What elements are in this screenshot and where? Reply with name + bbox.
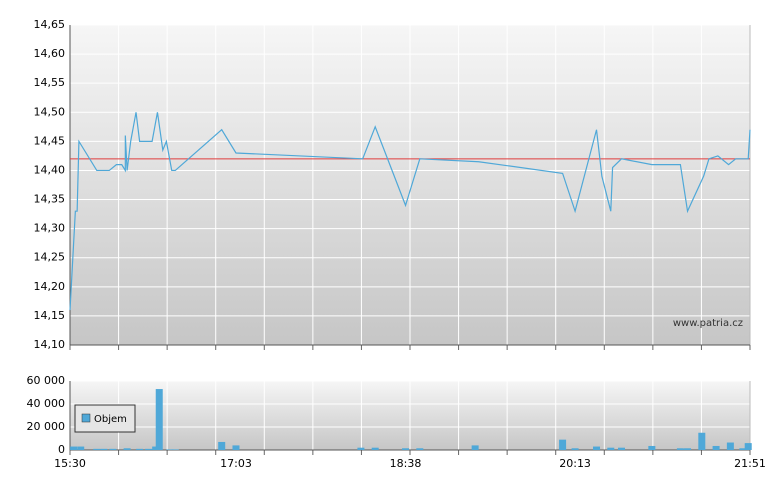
volume-bar <box>371 447 379 450</box>
volume-bar <box>70 446 78 450</box>
volume-bar <box>676 448 684 450</box>
y-tick-label: 14,15 <box>34 309 66 322</box>
volume-bar <box>739 448 747 450</box>
volume-bar <box>684 448 692 450</box>
volume-bar <box>471 445 479 450</box>
y-tick-label: 60 000 <box>27 374 66 387</box>
legend-label: Objem <box>94 414 127 425</box>
y-tick-label: 14,45 <box>34 134 66 147</box>
x-tick-label: 21:51 <box>734 457 766 470</box>
volume-bar <box>109 448 117 450</box>
x-tick-label: 18:38 <box>390 457 422 470</box>
volume-bar <box>607 447 615 450</box>
volume-bar <box>698 432 706 450</box>
volume-bar <box>593 446 601 450</box>
volume-bar <box>232 445 240 450</box>
volume-bar <box>152 446 160 450</box>
x-tick-label: 17:03 <box>220 457 252 470</box>
volume-bar <box>559 439 567 450</box>
x-tick-label: 20:13 <box>559 457 591 470</box>
volume-bar <box>123 448 131 450</box>
price-line <box>69 112 751 311</box>
volume-bar <box>155 389 163 450</box>
volume-bar <box>93 448 101 450</box>
y-tick-label: 14,60 <box>34 47 66 60</box>
volume-bar <box>402 448 410 450</box>
y-tick-label: 40 000 <box>27 397 66 410</box>
y-tick-label: 14,10 <box>34 338 66 351</box>
volume-bar <box>712 445 720 450</box>
volume-bar <box>171 449 179 450</box>
legend-swatch <box>81 413 91 423</box>
y-tick-label: 20 000 <box>27 420 66 433</box>
volume-bar <box>617 447 625 450</box>
y-tick-label: 14,25 <box>34 251 66 264</box>
volume-bar <box>100 448 108 450</box>
x-tick-label: 15:30 <box>54 457 86 470</box>
y-tick-label: 14,40 <box>34 163 66 176</box>
volume-bar <box>218 441 226 450</box>
y-tick-label: 14,20 <box>34 280 66 293</box>
volume-bar <box>357 447 365 450</box>
y-tick-label: 14,35 <box>34 193 66 206</box>
volume-bar <box>166 449 174 450</box>
y-tick-label: 14,65 <box>34 18 66 31</box>
volume-bar <box>571 448 579 450</box>
y-tick-label: 0 <box>58 443 65 456</box>
volume-bar <box>145 448 153 450</box>
y-tick-label: 14,55 <box>34 76 66 89</box>
volume-bar <box>744 443 752 450</box>
y-tick-label: 14,30 <box>34 222 66 235</box>
volume-bar <box>648 445 656 450</box>
volume-bar <box>416 448 424 450</box>
volume-bar <box>136 448 144 450</box>
volume-bar <box>726 442 734 450</box>
watermark: www.patria.cz <box>673 318 743 329</box>
volume-bar <box>77 446 85 450</box>
y-tick-label: 14,50 <box>34 105 66 118</box>
